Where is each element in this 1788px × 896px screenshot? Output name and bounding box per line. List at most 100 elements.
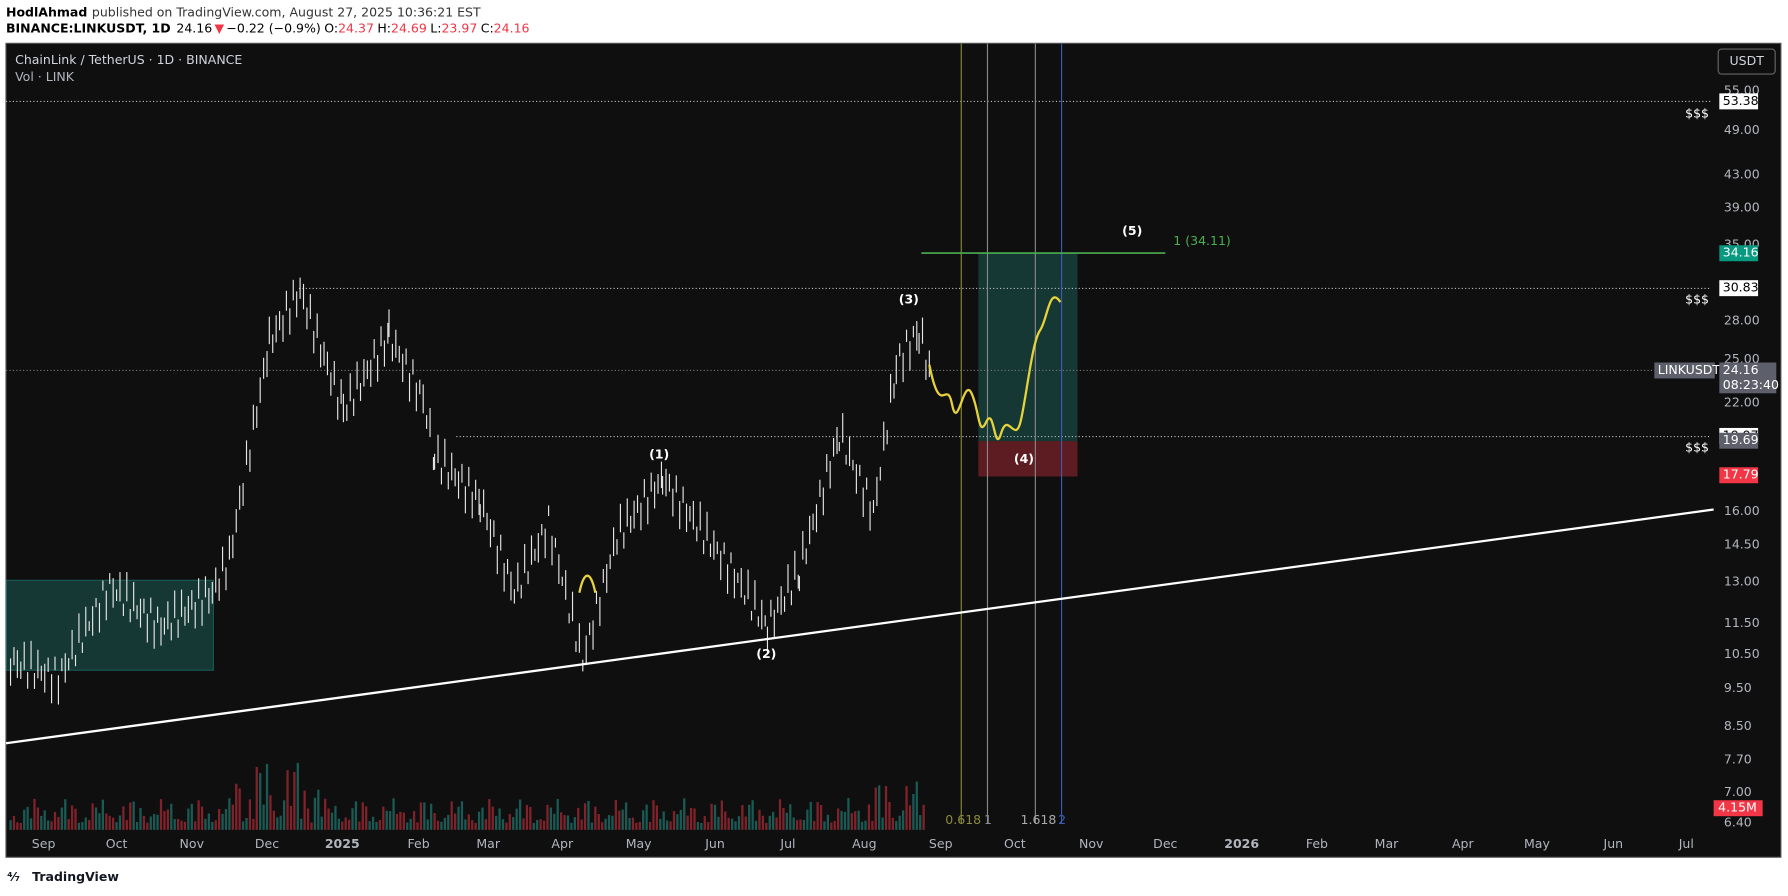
currency: USDT bbox=[1729, 53, 1764, 68]
volume-bar bbox=[806, 809, 809, 830]
volume-bar bbox=[43, 810, 46, 830]
volume-bar bbox=[758, 809, 761, 830]
time-tick-label: Oct bbox=[1004, 836, 1026, 851]
volume-bar bbox=[129, 802, 132, 830]
volume-bar bbox=[211, 821, 214, 830]
volume-bar bbox=[867, 804, 871, 830]
volume-bar bbox=[672, 811, 676, 830]
price-tick-label: 7.00 bbox=[1724, 784, 1752, 799]
price-tag bbox=[1719, 432, 1759, 449]
volume-bar bbox=[214, 820, 217, 830]
projection bbox=[928, 296, 1062, 441]
volume-bar bbox=[864, 820, 867, 830]
liquidity-label: $$$ bbox=[1685, 105, 1709, 120]
volume-bar bbox=[553, 813, 556, 830]
time-tick-label: Jun bbox=[1603, 836, 1624, 851]
price-tick-label: 7.70 bbox=[1724, 752, 1752, 767]
volume-bar bbox=[830, 822, 833, 830]
time-tick-label: Dec bbox=[255, 836, 279, 851]
volume-bar bbox=[406, 822, 409, 830]
volume-bar bbox=[720, 800, 724, 830]
volume-bar bbox=[399, 811, 402, 830]
volume-bar bbox=[12, 815, 16, 830]
volume-bar bbox=[159, 799, 163, 830]
target-label: 1 (34.11) bbox=[1173, 233, 1231, 248]
volume-bar bbox=[88, 819, 91, 830]
wave-label: (3) bbox=[899, 291, 919, 306]
volume-bar bbox=[707, 822, 710, 830]
l-label: L: bbox=[430, 20, 441, 35]
volume-bar bbox=[583, 803, 587, 830]
symbol-tag bbox=[1654, 362, 1715, 379]
volume-bar bbox=[645, 804, 648, 830]
volume-bar bbox=[402, 812, 405, 830]
price-tick-label: 11.50 bbox=[1724, 615, 1760, 630]
volume-bar bbox=[190, 803, 193, 830]
volume-bar bbox=[241, 821, 245, 830]
price-tag-label: 19.69 bbox=[1723, 432, 1759, 447]
last: 24.16 bbox=[176, 20, 212, 35]
volume-bar bbox=[802, 819, 806, 830]
volume-bar bbox=[180, 820, 183, 830]
volume-bar bbox=[153, 814, 156, 830]
footer-logo: ⁴⁄₇ bbox=[7, 869, 20, 884]
volume-bar bbox=[734, 821, 737, 830]
volume-bar bbox=[265, 763, 269, 830]
volume-bar bbox=[772, 811, 775, 830]
volume-bar bbox=[508, 814, 511, 830]
volume-bar bbox=[539, 819, 542, 830]
volume-bar bbox=[908, 805, 912, 830]
volume-bar bbox=[703, 816, 706, 830]
l: 23.97 bbox=[441, 20, 477, 35]
range-box bbox=[5, 579, 215, 671]
volume-bar bbox=[840, 810, 843, 830]
volume-bar bbox=[108, 815, 111, 830]
volume-bar bbox=[317, 789, 320, 830]
volume-bar bbox=[676, 814, 679, 830]
volume-bar bbox=[536, 819, 539, 830]
price-tick-label: 43.00 bbox=[1724, 166, 1760, 181]
volume-bar bbox=[262, 804, 265, 830]
price-tag-label: 53.38 bbox=[1723, 93, 1759, 108]
volume-bar bbox=[491, 806, 494, 830]
volume-bar bbox=[874, 787, 877, 830]
wave-label: (5) bbox=[1122, 223, 1142, 238]
volume-bar bbox=[819, 804, 823, 830]
volume-bar bbox=[419, 802, 423, 830]
currency-button[interactable] bbox=[1717, 48, 1776, 75]
volume-bar bbox=[426, 819, 429, 830]
volume-bar bbox=[341, 821, 344, 830]
volume-bar bbox=[365, 806, 368, 830]
volume-bar bbox=[495, 815, 498, 830]
symbol-tag-name: LINKUSDT bbox=[1658, 362, 1721, 377]
volume-bar bbox=[549, 807, 553, 830]
volume-tag-label: 4.15M bbox=[1718, 800, 1757, 815]
time-tick-label: Feb bbox=[408, 836, 430, 851]
volume-bar bbox=[795, 820, 799, 830]
countdown: 08:23:40 bbox=[1723, 377, 1779, 392]
volume-bar bbox=[320, 816, 323, 830]
price-tick-label: 39.00 bbox=[1724, 200, 1760, 215]
volume-bar bbox=[669, 821, 672, 830]
o-label: O: bbox=[324, 20, 338, 35]
price-tick-label: 22.00 bbox=[1724, 394, 1760, 409]
o: 24.37 bbox=[338, 20, 374, 35]
volume-bar bbox=[696, 822, 700, 830]
volume-bar bbox=[252, 818, 255, 830]
volume-bar bbox=[901, 810, 905, 830]
volume-bar bbox=[741, 805, 744, 830]
volume-bar bbox=[737, 816, 741, 830]
volume-bar bbox=[529, 807, 532, 830]
volume-bar bbox=[471, 820, 474, 830]
volume-bar bbox=[542, 820, 546, 830]
volume-bar bbox=[505, 822, 508, 830]
volume-bar bbox=[724, 811, 727, 830]
volume-bar bbox=[700, 822, 703, 830]
volume-bar bbox=[375, 821, 378, 830]
price-tag-label: 30.83 bbox=[1723, 280, 1759, 295]
volume-bar bbox=[231, 804, 234, 830]
volume-bar bbox=[132, 801, 135, 830]
volume-bar bbox=[64, 799, 67, 830]
volume-bar bbox=[666, 820, 669, 830]
